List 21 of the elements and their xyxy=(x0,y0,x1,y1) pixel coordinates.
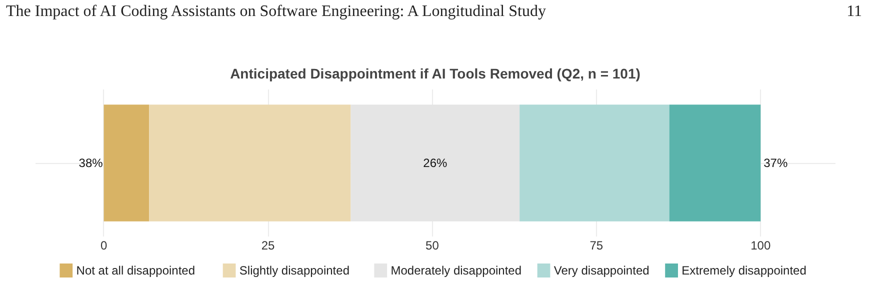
annotation: 37% xyxy=(764,156,788,170)
bar xyxy=(149,104,351,222)
x-tick-label: 0 xyxy=(100,238,108,252)
bar xyxy=(520,104,670,222)
annotation: 38% xyxy=(78,156,104,170)
x-tick-label: 75 xyxy=(590,238,604,252)
legend-label: Extremely disappointed xyxy=(682,264,806,278)
bar xyxy=(669,104,761,222)
bar xyxy=(350,104,520,222)
legend-label: Slightly disappointed xyxy=(239,264,350,278)
bar xyxy=(104,104,150,222)
text: 11 xyxy=(846,2,862,22)
chart-title: Anticipated Disappointment if AI Tools Removed (Q2, n = 101) xyxy=(230,66,640,82)
x-tick-label: 100 xyxy=(750,238,771,252)
legend-label: Moderately disappointed xyxy=(390,264,522,278)
legend-label: Very disappointed xyxy=(554,264,650,278)
text: The Impact of AI Coding Assistants on Software Engineering: A Longitudinal Study xyxy=(6,2,546,22)
x-tick-label: 25 xyxy=(261,238,276,252)
data-label: 26% xyxy=(423,156,448,170)
legend-label: Not at all disappointed xyxy=(76,264,196,278)
x-tick-label: 50 xyxy=(426,238,440,252)
